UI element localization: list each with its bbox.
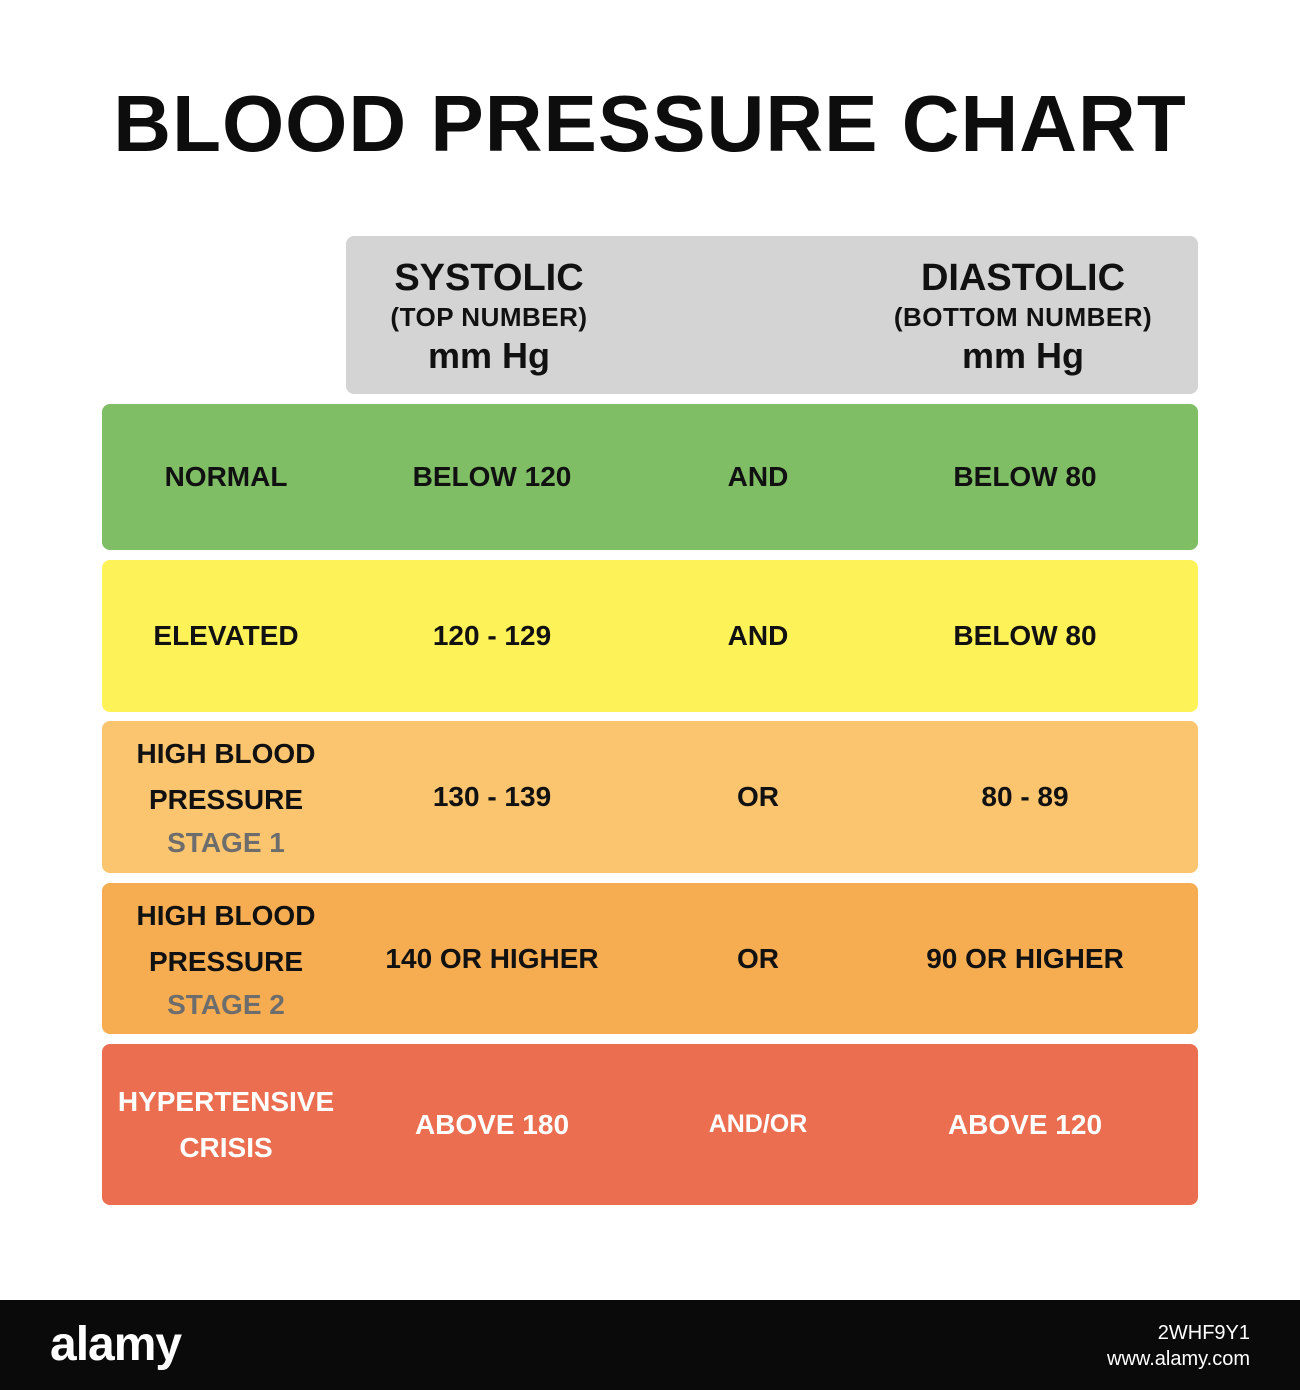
systolic-value: 120 - 129 [432,620,552,651]
stage-label: STAGE 2 [167,988,285,1020]
operator-label: OR [737,781,779,812]
category-label-line-2: PRESSURE [148,784,304,815]
diastolic-value: BELOW 80 [953,461,1097,492]
category-label: NORMAL [164,461,288,492]
diastolic-value: 80 - 89 [981,781,1069,812]
category-cell: HIGH BLOOD PRESSURE STAGE 2 [102,883,350,1034]
footer-bar: alamy 2WHF9Y1 www.alamy.com [0,1300,1300,1390]
category-label-line-2: PRESSURE [148,945,304,977]
category-label-line-1: HIGH BLOOD [136,738,316,769]
category-label-line-1: HYPERTENSIVE [117,1085,335,1117]
systolic-header-note: (TOP NUMBER) [390,302,588,332]
operator-label: AND/OR [708,1110,808,1138]
systolic-header: SYSTOLIC (TOP NUMBER) mm Hg [346,256,632,378]
category-cell: HIGH BLOOD PRESSURE STAGE 1 [102,721,350,873]
diastolic-header-note: (BOTTOM NUMBER) [893,302,1153,332]
operator-label: AND [727,461,789,492]
systolic-value: 130 - 139 [432,781,552,812]
systolic-header-label: SYSTOLIC [394,257,584,299]
category-cell: NORMAL [102,404,350,550]
diastolic-value: 90 OR HIGHER [926,942,1124,974]
category-label: ELEVATED [153,620,299,651]
column-header-box: SYSTOLIC (TOP NUMBER) mm Hg DIASTOLIC (B… [346,236,1198,394]
site-url: www.alamy.com [1107,1348,1250,1370]
systolic-value: BELOW 120 [412,461,572,492]
systolic-value: ABOVE 180 [414,1108,570,1140]
diastolic-header-label: DIASTOLIC [920,257,1126,299]
systolic-header-unit: mm Hg [427,335,550,376]
bp-row-stage-2: HIGH BLOOD PRESSURE STAGE 2 140 OR HIGHE… [102,883,1198,1034]
image-credit: 2WHF9Y1 www.alamy.com [1107,1320,1250,1372]
bp-row-elevated: ELEVATED 120 - 129 AND BELOW 80 [102,560,1198,712]
bp-row-crisis: HYPERTENSIVE CRISIS ABOVE 180 AND/OR ABO… [102,1044,1198,1205]
stage-label: STAGE 1 [167,827,285,858]
systolic-value: 140 OR HIGHER [385,942,599,974]
alamy-logo: alamy [50,1318,182,1371]
diastolic-value: BELOW 80 [953,620,1097,651]
diastolic-header: DIASTOLIC (BOTTOM NUMBER) mm Hg [868,256,1178,378]
category-cell: ELEVATED [102,560,350,712]
category-cell: HYPERTENSIVE CRISIS [102,1044,350,1205]
diastolic-value: ABOVE 120 [947,1108,1103,1140]
operator-label: AND [727,620,789,651]
operator-label: OR [737,942,779,974]
diastolic-header-unit: mm Hg [961,335,1084,376]
bp-row-normal: NORMAL BELOW 120 AND BELOW 80 [102,404,1198,550]
chart-title: BLOOD PRESSURE CHART [113,79,1187,168]
category-label-line-2: CRISIS [179,1131,273,1163]
category-label-line-1: HIGH BLOOD [136,899,316,931]
bp-row-stage-1: HIGH BLOOD PRESSURE STAGE 1 130 - 139 OR… [102,721,1198,873]
image-id: 2WHF9Y1 [1157,1322,1250,1344]
